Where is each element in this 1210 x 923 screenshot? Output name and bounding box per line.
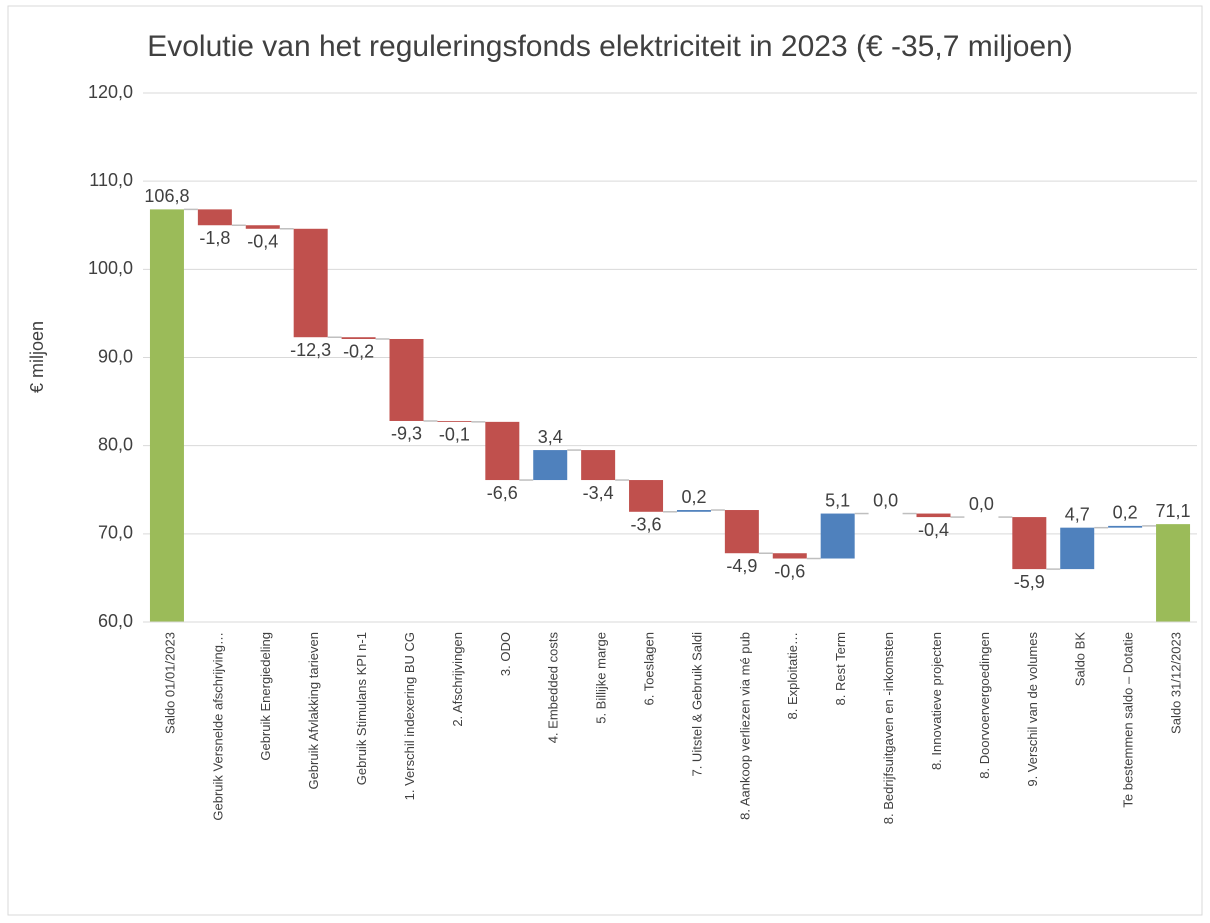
- bar: [1108, 525, 1143, 528]
- bar: [820, 513, 855, 559]
- x-tick-label: Gebruik Energiedeling: [258, 632, 273, 761]
- x-tick-label: Gebruik Stimulans KPI n-1: [354, 632, 369, 785]
- value-label: -0,6: [774, 561, 805, 581]
- bar: [197, 209, 232, 226]
- y-axis-label: € miljoen: [27, 321, 47, 393]
- y-tick-label: 100,0: [88, 258, 133, 278]
- x-tick-label: Saldo 31/12/2023: [1168, 632, 1183, 734]
- bar: [341, 337, 376, 339]
- value-label: -9,3: [391, 424, 422, 444]
- bar: [581, 450, 616, 481]
- x-tick-label: 5. Billijke marge: [594, 632, 609, 724]
- y-tick-label: 90,0: [98, 346, 133, 366]
- value-label: -1,8: [199, 228, 230, 248]
- value-label: 5,1: [825, 490, 850, 510]
- value-label: 3,4: [538, 427, 563, 447]
- y-tick-label: 120,0: [88, 82, 133, 102]
- value-label: -6,6: [487, 483, 518, 503]
- chart-title: Evolutie van het reguleringsfonds elektr…: [147, 30, 1073, 63]
- value-label: 4,7: [1065, 504, 1090, 524]
- x-tick-label: 9. Verschil van de volumes: [1025, 632, 1040, 787]
- bar: [916, 513, 951, 518]
- value-label: 0,0: [969, 494, 994, 514]
- bar: [1012, 517, 1047, 570]
- bar: [1156, 524, 1191, 622]
- bar: [1060, 527, 1095, 570]
- value-label: -12,3: [290, 340, 331, 360]
- x-tick-label: Saldo 01/01/2023: [162, 632, 177, 734]
- x-tick-label: 6. Toeslagen: [641, 632, 656, 706]
- x-tick-label: 8. Doorvoervergoedingen: [977, 632, 992, 779]
- bar: [149, 209, 184, 622]
- bar: [724, 510, 759, 554]
- bar: [389, 338, 424, 421]
- value-label: -0,1: [439, 425, 470, 445]
- value-label: -3,4: [583, 483, 614, 503]
- value-label: 0,0: [873, 490, 898, 510]
- bar: [533, 450, 568, 481]
- value-label: -0,4: [247, 232, 278, 252]
- x-tick-label: Gebruik Versnelde afschrijving…: [210, 632, 225, 821]
- x-tick-label: 8. Aankoop verliezen via mé pub: [737, 632, 752, 820]
- bar: [245, 225, 280, 229]
- x-tick-label: 7. Uitstel & Gebruik Saldi: [689, 632, 704, 777]
- value-label: -3,6: [631, 515, 662, 535]
- value-label: 0,2: [1113, 503, 1138, 523]
- y-tick-label: 70,0: [98, 523, 133, 543]
- x-tick-label: 2. Afschrijvingen: [450, 632, 465, 727]
- bar: [485, 421, 520, 481]
- y-tick-label: 110,0: [89, 170, 133, 190]
- x-tick-label: 3. ODO: [498, 632, 513, 676]
- x-tick-label: 8. Rest Term: [833, 632, 848, 705]
- value-label: -4,9: [726, 556, 757, 576]
- bar: [293, 228, 328, 338]
- x-tick-label: 8. Exploitatie…: [785, 632, 800, 719]
- value-label: 106,8: [144, 186, 189, 206]
- bar: [437, 420, 472, 422]
- value-label: -0,2: [343, 342, 374, 362]
- y-tick-label: 80,0: [98, 434, 133, 454]
- y-tick-label: 60,0: [98, 611, 133, 631]
- x-tick-label: 1. Verschil indexering BU CG: [402, 632, 417, 800]
- value-label: 71,1: [1156, 501, 1191, 521]
- x-tick-label: 8. Innovatieve projecten: [929, 632, 944, 770]
- bar: [629, 480, 664, 512]
- x-tick-label: Te bestemmen saldo – Dotatie: [1121, 632, 1136, 808]
- bar: [772, 553, 807, 559]
- value-label: -0,4: [918, 520, 949, 540]
- x-tick-label: Gebruik Afvlakking tarieven: [306, 632, 321, 790]
- value-label: 0,2: [681, 487, 706, 507]
- bar: [676, 510, 711, 512]
- x-tick-label: 4. Embedded costs: [546, 632, 561, 744]
- x-tick-label: 8. Bedrijfsuitgaven en -inkomsten: [881, 632, 896, 824]
- x-tick-label: Saldo BK: [1073, 632, 1088, 687]
- value-label: -5,9: [1014, 572, 1045, 592]
